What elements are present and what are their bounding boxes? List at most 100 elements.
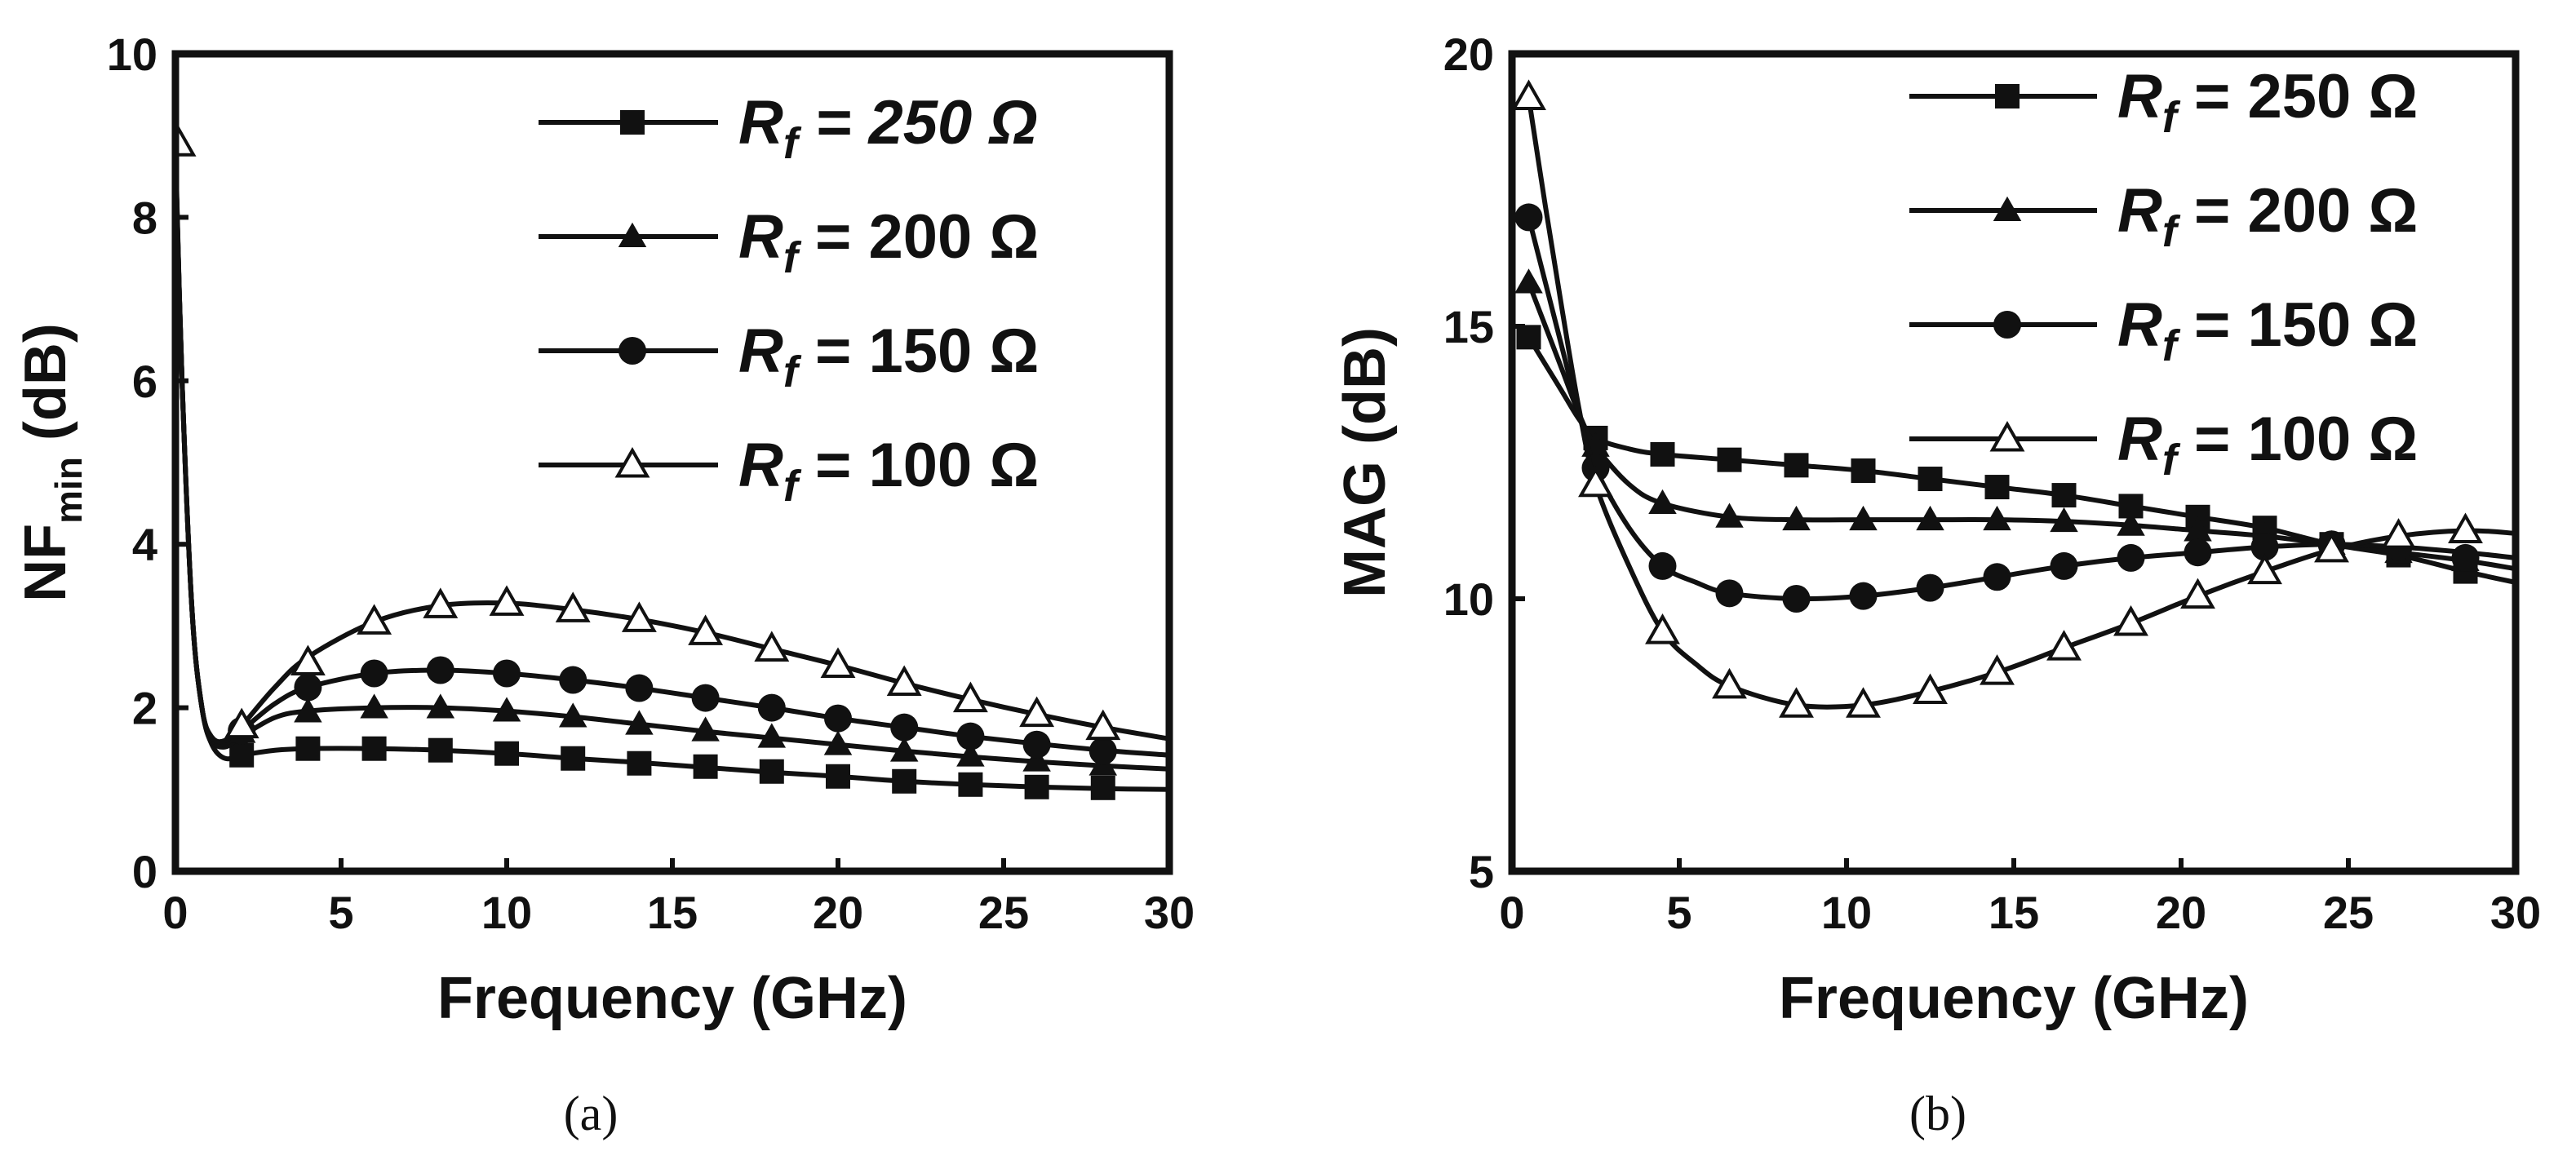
marker-a-3-2-open-triangle	[290, 644, 326, 675]
marker-b-3-0-open-triangle	[1512, 79, 1546, 110]
marker-a-0-11-square	[958, 772, 983, 797]
marker-a-2-3-circle	[426, 656, 454, 684]
marker-b-0-5-square	[1851, 458, 1876, 484]
legend-entry-b-3: Rf = 100 Ω	[1909, 405, 2418, 485]
marker-b-1-0-triangle	[1514, 268, 1543, 294]
y-tick-label: 15	[1443, 301, 1494, 352]
marker-a-3-7-open-triangle	[621, 601, 657, 632]
x-tick-label: 30	[1144, 887, 1195, 938]
marker-a-2-6-circle	[625, 674, 654, 702]
marker-a-1-2-triangle	[360, 693, 388, 719]
marker-a-0-7-square	[693, 754, 718, 779]
legend-marker-circle	[619, 337, 646, 365]
marker-b-0-8-square	[2051, 483, 2077, 508]
marker-b-2-14-circle	[2451, 543, 2480, 572]
marker-b-1-4-triangle	[1782, 505, 1811, 531]
marker-a-2-9-circle	[824, 704, 852, 733]
x-tick-label: 10	[481, 887, 532, 938]
marker-a-0-12-square	[1024, 774, 1049, 799]
marker-a-0-0-square	[229, 742, 255, 768]
marker-b-3-12-open-triangle	[2314, 531, 2349, 563]
marker-b-3-10-open-triangle	[2180, 578, 2215, 609]
marker-b-3-1-open-triangle	[1578, 466, 1613, 498]
y-tick-label: 20	[1443, 29, 1494, 80]
marker-a-0-3-square	[428, 737, 453, 763]
marker-a-1-8-triangle	[757, 723, 787, 748]
marker-a-2-11-circle	[956, 722, 985, 750]
marker-a-0-6-square	[627, 750, 652, 776]
marker-b-3-3-open-triangle	[1712, 667, 1747, 699]
legend-label: Rf = 150 Ω	[738, 317, 1039, 396]
legend-marker-triangle	[618, 222, 647, 247]
marker-a-2-8-circle	[757, 693, 786, 722]
marker-a-2-10-circle	[890, 713, 919, 742]
marker-a-3-3-open-triangle	[357, 604, 392, 635]
marker-b-3-9-open-triangle	[2113, 605, 2148, 636]
marker-b-2-2-circle	[1648, 551, 1677, 580]
marker-a-1-11-triangle	[956, 742, 985, 767]
marker-b-3-2-open-triangle	[1645, 613, 1680, 644]
marker-a-1-6-triangle	[625, 710, 654, 735]
y-tick-label: 10	[1443, 573, 1494, 625]
marker-a-2-7-circle	[691, 684, 720, 712]
y-axis-title: MAG (dB)	[1332, 327, 1398, 598]
marker-b-2-5-circle	[1849, 582, 1878, 610]
legend-marker-circle	[1993, 311, 2021, 339]
legend-entry-a-2: Rf = 150 Ω	[539, 317, 1039, 396]
marker-b-1-9-triangle	[2117, 511, 2145, 536]
marker-b-2-3-circle	[1715, 579, 1744, 608]
marker-b-3-14-open-triangle	[2448, 512, 2483, 543]
legend-label: Rf = 100 Ω	[738, 431, 1039, 511]
marker-b-1-6-triangle	[1916, 505, 1944, 531]
marker-a-1-9-triangle	[823, 730, 853, 755]
y-tick-label: 2	[132, 683, 157, 734]
marker-b-3-5-open-triangle	[1846, 687, 1881, 718]
marker-a-0-13-square	[1090, 775, 1115, 800]
marker-a-0-2-square	[361, 736, 387, 761]
legend-marker-open-triangle	[1989, 420, 2025, 452]
marker-a-3-13-open-triangle	[1019, 696, 1055, 728]
legend-label: Rf = 250 Ω	[2117, 62, 2418, 142]
marker-a-0-5-square	[561, 746, 586, 771]
marker-a-3-10-open-triangle	[820, 647, 856, 678]
marker-a-3-6-open-triangle	[555, 591, 591, 622]
x-tick-label: 20	[813, 887, 863, 938]
legend-entry-a-3: Rf = 100 Ω	[539, 431, 1039, 511]
x-axis-title: Frequency (GHz)	[1779, 966, 2249, 1031]
marker-a-2-2-circle	[360, 659, 388, 688]
legend-marker-square	[1995, 84, 2020, 108]
marker-b-0-3-square	[1717, 447, 1742, 472]
series-line	[175, 144, 1169, 745]
x-tick-label: 10	[1821, 887, 1872, 938]
marker-b-1-2-triangle	[1648, 489, 1677, 515]
y-tick-label: 6	[132, 356, 157, 407]
marker-a-3-8-open-triangle	[688, 614, 724, 645]
x-tick-label: 5	[1666, 887, 1691, 938]
marker-b-1-10-triangle	[2184, 516, 2212, 542]
y-tick-label: 5	[1469, 846, 1494, 897]
series-a-3	[175, 126, 1169, 745]
panel-a: 0 5 10 15 20 25 30 0 2 4 6 8 10 Frequency (GHz) NFmin …	[13, 29, 1195, 1140]
marker-a-0-8-square	[759, 759, 784, 784]
legend-label: Rf = 250 Ω	[738, 88, 1038, 168]
marker-b-2-4-circle	[1782, 585, 1811, 613]
y-tick-label: 8	[132, 192, 157, 243]
marker-a-1-1-triangle	[294, 697, 322, 723]
marker-b-2-7-circle	[1983, 563, 2011, 591]
y-axis-title: NFmin (dB)	[13, 323, 90, 602]
legend-label: Rf = 200 Ω	[2117, 176, 2418, 256]
marker-b-3-11-open-triangle	[2247, 553, 2282, 585]
legend-entry-a-0: Rf = 250 Ω	[539, 88, 1038, 168]
marker-b-1-8-triangle	[2050, 507, 2078, 533]
marker-a-0-1-square	[295, 736, 321, 761]
marker-a-1-7-triangle	[691, 716, 720, 742]
x-tick-label: 20	[2156, 887, 2206, 938]
marker-a-1-12-triangle	[1022, 746, 1051, 772]
marker-b-0-4-square	[1784, 453, 1809, 478]
marker-b-1-7-triangle	[1983, 505, 2011, 531]
marker-a-2-1-circle	[294, 673, 322, 702]
marker-b-3-8-open-triangle	[2046, 630, 2082, 661]
marker-a-2-13-circle	[1088, 737, 1117, 765]
legend-marker-triangle	[1993, 196, 2022, 221]
